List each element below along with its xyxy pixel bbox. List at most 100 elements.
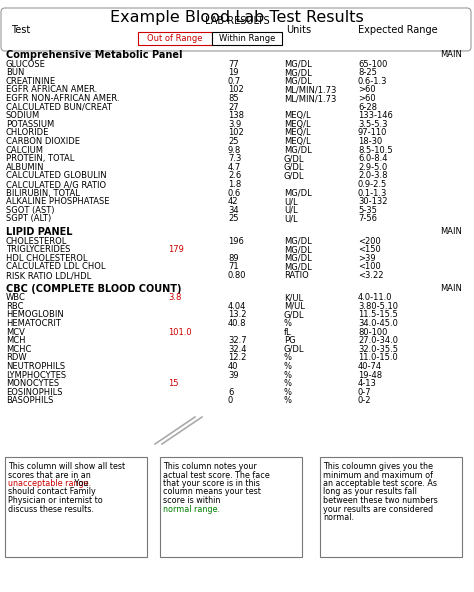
Text: CHOLESTEROL: CHOLESTEROL [6, 237, 67, 246]
Text: 40: 40 [228, 362, 238, 371]
Text: U/L: U/L [284, 214, 298, 223]
Text: LYMPHOCYTES: LYMPHOCYTES [6, 371, 66, 379]
Text: 27: 27 [228, 102, 238, 112]
Text: RDW: RDW [6, 353, 27, 362]
Text: BASOPHILS: BASOPHILS [6, 397, 54, 406]
Text: Physician or internist to: Physician or internist to [8, 496, 103, 505]
Bar [5, 457, 147, 557]
Text: CALCULATED GLOBULIN: CALCULATED GLOBULIN [6, 172, 107, 181]
Text: LIPID PANEL: LIPID PANEL [6, 227, 73, 237]
Text: MG/DL: MG/DL [284, 189, 312, 198]
Text: EOSINOPHILS: EOSINOPHILS [6, 388, 63, 397]
Text: minimum and maximum of: minimum and maximum of [323, 471, 433, 480]
Text: column means your test: column means your test [163, 487, 261, 497]
Text: MG/DL: MG/DL [284, 146, 312, 155]
Text: 196: 196 [228, 237, 244, 246]
Text: 6.0-8.4: 6.0-8.4 [358, 154, 388, 163]
Text: 42: 42 [228, 197, 238, 206]
Text: 27.0-34.0: 27.0-34.0 [358, 336, 398, 345]
Text: %: % [284, 397, 292, 406]
Text: 77: 77 [228, 60, 239, 69]
Text: Example Blood Lab Test Results: Example Blood Lab Test Results [110, 10, 364, 25]
Text: CALCULATED A/G RATIO: CALCULATED A/G RATIO [6, 180, 106, 189]
Text: CALCULATED LDL CHOL: CALCULATED LDL CHOL [6, 262, 106, 271]
Text: unacceptable range.: unacceptable range. [8, 479, 91, 488]
Text: RATIO: RATIO [284, 271, 309, 280]
Text: 19-48: 19-48 [358, 371, 382, 379]
Text: GLUCOSE: GLUCOSE [6, 60, 46, 69]
Text: CALCIUM: CALCIUM [6, 146, 44, 155]
Text: 39: 39 [228, 371, 238, 379]
Text: CALCULATED BUN/CREAT: CALCULATED BUN/CREAT [6, 102, 112, 112]
Text: MAIN: MAIN [440, 227, 462, 236]
Text: MCHC: MCHC [6, 345, 31, 354]
Text: PROTEIN, TOTAL: PROTEIN, TOTAL [6, 154, 74, 163]
Bar [320, 457, 462, 557]
Text: >60: >60 [358, 85, 375, 94]
Text: actual test score. The face: actual test score. The face [163, 471, 270, 480]
Text: SGOT (AST): SGOT (AST) [6, 206, 55, 215]
Text: 4.0-11.0: 4.0-11.0 [358, 293, 392, 302]
Text: 11.5-15.5: 11.5-15.5 [358, 310, 398, 320]
Text: 8.5-10.5: 8.5-10.5 [358, 146, 392, 155]
Text: MG/DL: MG/DL [284, 245, 312, 254]
Text: 0.9-2.5: 0.9-2.5 [358, 180, 387, 189]
Text: MG/DL: MG/DL [284, 77, 312, 86]
Text: 12.2: 12.2 [228, 353, 246, 362]
Text: MG/DL: MG/DL [284, 237, 312, 246]
Text: MEQ/L: MEQ/L [284, 128, 310, 137]
Text: EGFR NON-AFRICAN AMER.: EGFR NON-AFRICAN AMER. [6, 94, 119, 103]
Text: 133-146: 133-146 [358, 111, 393, 120]
Text: U/L: U/L [284, 197, 298, 206]
Text: 3.5-5.3: 3.5-5.3 [358, 120, 388, 129]
Text: <200: <200 [358, 237, 381, 246]
Text: EGFR AFRICAN AMER.: EGFR AFRICAN AMER. [6, 85, 97, 94]
Text: 7-56: 7-56 [358, 214, 377, 223]
Text: 65-100: 65-100 [358, 60, 387, 69]
Text: normal range.: normal range. [163, 504, 220, 513]
Text: POTASSIUM: POTASSIUM [6, 120, 54, 129]
Text: that your score is in this: that your score is in this [163, 479, 260, 488]
Text: CREATININE: CREATININE [6, 77, 56, 86]
Text: 1.8: 1.8 [228, 180, 241, 189]
Text: 0: 0 [228, 397, 233, 406]
Text: PG: PG [284, 336, 296, 345]
Text: G/DL: G/DL [284, 163, 304, 172]
Text: >60: >60 [358, 94, 375, 103]
Text: 34: 34 [228, 206, 238, 215]
Text: BUN: BUN [6, 68, 24, 77]
Text: MCV: MCV [6, 327, 25, 337]
Text: 3.9: 3.9 [228, 120, 241, 129]
Text: 8-25: 8-25 [358, 68, 377, 77]
Text: 40.8: 40.8 [228, 319, 246, 328]
Text: BILIRUBIN, TOTAL: BILIRUBIN, TOTAL [6, 189, 80, 198]
Text: 2.9-5.0: 2.9-5.0 [358, 163, 387, 172]
Text: HEMATOCRIT: HEMATOCRIT [6, 319, 61, 328]
Text: MEQ/L: MEQ/L [284, 120, 310, 129]
Text: G/DL: G/DL [284, 345, 304, 354]
Text: LAB RESULTS: LAB RESULTS [205, 16, 269, 26]
Text: %: % [284, 371, 292, 379]
Text: <3.22: <3.22 [358, 271, 383, 280]
Text: fL: fL [284, 327, 292, 337]
Text: MG/DL: MG/DL [284, 60, 312, 69]
Text: <150: <150 [358, 245, 381, 254]
Bar [138, 32, 212, 45]
Text: 101.0: 101.0 [168, 327, 191, 337]
Text: HEMOGLOBIN: HEMOGLOBIN [6, 310, 64, 320]
Text: %: % [284, 319, 292, 328]
Text: This coloumn gives you the: This coloumn gives you the [323, 462, 433, 471]
FancyBboxPatch shape [1, 8, 471, 51]
Text: WBC: WBC [6, 293, 26, 302]
Text: 3.8: 3.8 [168, 293, 182, 302]
Text: G/DL: G/DL [284, 154, 304, 163]
Text: >39: >39 [358, 254, 375, 263]
Text: 0.80: 0.80 [228, 271, 246, 280]
Text: Out of Range: Out of Range [147, 34, 203, 43]
Text: should contact Family: should contact Family [8, 487, 96, 497]
Text: MCH: MCH [6, 336, 26, 345]
Text: 89: 89 [228, 254, 238, 263]
Text: 4-13: 4-13 [358, 379, 377, 388]
Text: 19: 19 [228, 68, 238, 77]
Text: 102: 102 [228, 128, 244, 137]
